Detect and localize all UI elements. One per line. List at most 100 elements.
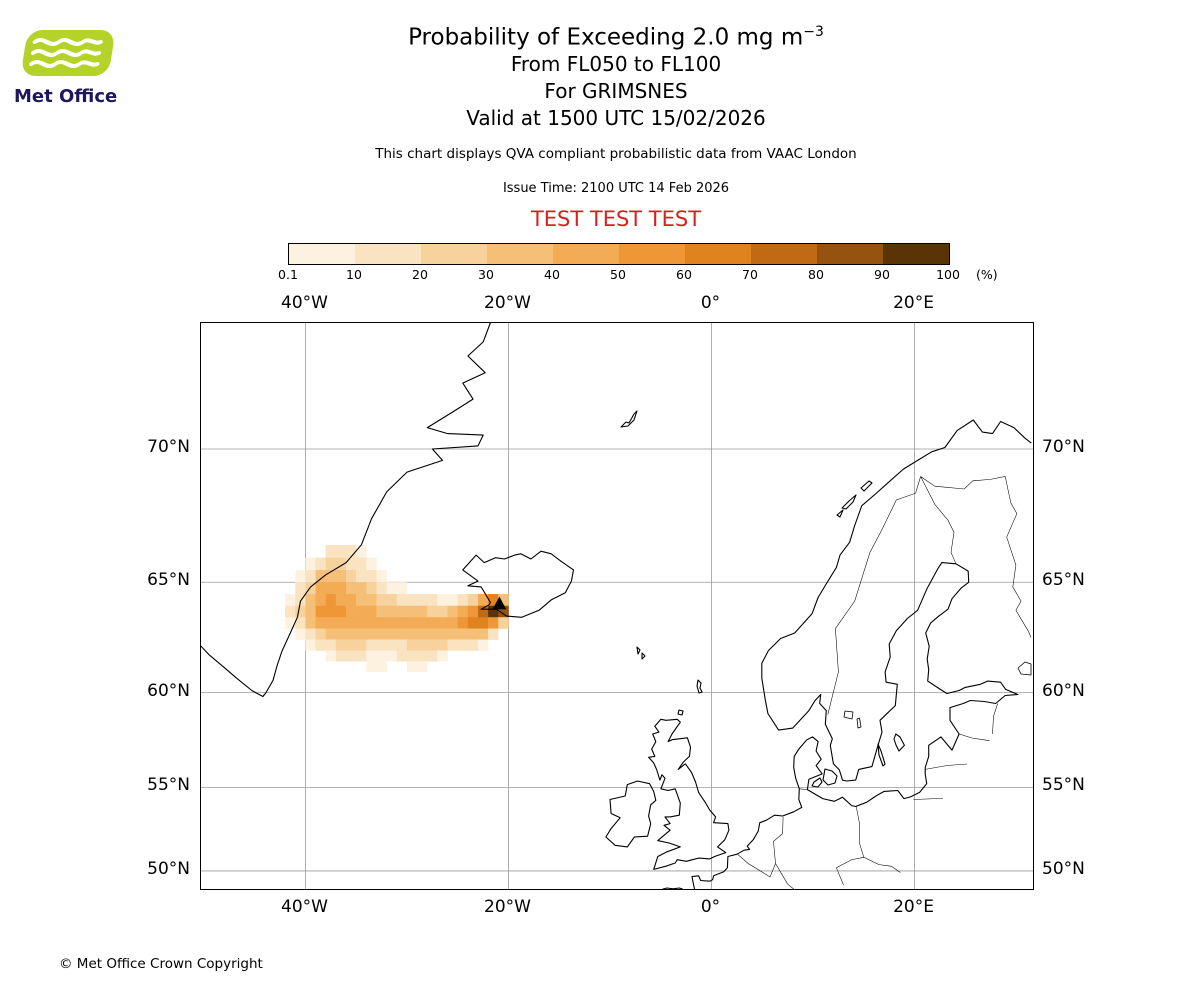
probability-cell xyxy=(315,569,326,583)
probability-cell xyxy=(345,639,357,651)
probability-cell xyxy=(376,650,387,662)
title-text: Probability of Exceeding 2.0 mg m xyxy=(408,24,804,51)
lat-tick-label-right: 55°N xyxy=(1042,775,1085,796)
probability-cell xyxy=(356,582,367,595)
probability-cell xyxy=(406,617,418,629)
probability-cell xyxy=(366,628,377,640)
probability-cell xyxy=(467,617,479,629)
country-borders xyxy=(737,476,1032,890)
probability-cell xyxy=(427,639,438,651)
probability-cell xyxy=(305,639,316,651)
probability-cell xyxy=(427,594,438,607)
probability-cell xyxy=(457,594,469,607)
colorbar-tick-labels: (%) 0.1 10 20 30 40 50 60 70 80 90 100 xyxy=(278,267,1028,285)
probability-cell xyxy=(366,639,377,651)
colorbar-segment xyxy=(883,244,949,264)
lat-tick-label-left: 65°N xyxy=(147,570,190,591)
issue-time: Issue Time: 2100 UTC 14 Feb 2026 xyxy=(502,180,730,196)
lat-tick-label-left: 70°N xyxy=(147,436,190,457)
probability-cell xyxy=(406,628,418,640)
probability-cell xyxy=(467,605,479,618)
probability-cell xyxy=(335,639,347,651)
ash-probability-plume xyxy=(285,545,509,673)
probability-cell xyxy=(366,617,377,629)
probability-cell xyxy=(467,594,479,607)
colorbar-segment xyxy=(355,244,421,264)
probability-cell xyxy=(477,617,489,629)
probability-cell xyxy=(335,628,347,640)
probability-cell xyxy=(345,650,357,662)
probability-cell xyxy=(417,594,428,607)
probability-cell xyxy=(335,545,347,558)
probability-cell xyxy=(335,582,347,595)
colorbar-segment xyxy=(685,244,751,264)
probability-cell xyxy=(447,594,458,607)
probability-cell xyxy=(406,639,418,651)
colorbar-segment xyxy=(817,244,883,264)
lon-tick-label-bottom: 20°W xyxy=(484,897,532,917)
probability-cell xyxy=(335,557,347,571)
probability-cell xyxy=(447,628,458,640)
probability-cell xyxy=(285,594,296,607)
probability-cell xyxy=(345,594,357,607)
probability-cell xyxy=(356,545,367,558)
colorbar-tick: 10 xyxy=(346,267,362,282)
probability-cell xyxy=(406,650,418,662)
probability-cell xyxy=(417,639,428,651)
probability-cell xyxy=(437,617,448,629)
probability-cell xyxy=(386,650,398,662)
probability-cell xyxy=(447,605,458,618)
lon-tick-label-top: 0° xyxy=(700,293,721,313)
colorbar-tick: 60 xyxy=(676,267,692,282)
probability-cell xyxy=(345,628,357,640)
lat-tick-label-right: 60°N xyxy=(1042,680,1085,701)
probability-cell xyxy=(376,594,387,607)
colorbar-segment xyxy=(751,244,817,264)
colorbar-segment xyxy=(619,244,685,264)
probability-cell xyxy=(345,605,357,618)
lon-tick-label-bottom: 40°W xyxy=(281,897,329,917)
colorbar-tick: 20 xyxy=(412,267,428,282)
probability-cell xyxy=(315,639,326,651)
probability-cell xyxy=(285,605,296,618)
probability-cell xyxy=(406,605,418,618)
coastline-great-britain xyxy=(648,718,730,870)
probability-cell xyxy=(376,582,387,595)
qva-note: This chart displays QVA compliant probab… xyxy=(375,145,857,162)
probability-colorbar xyxy=(288,243,950,265)
probability-cell xyxy=(325,628,337,640)
colorbar-segment xyxy=(421,244,487,264)
probability-cell xyxy=(386,582,398,595)
lon-tick-label-bottom: 20°E xyxy=(893,897,934,917)
title-exponent: −3 xyxy=(803,24,824,40)
probability-cell xyxy=(417,617,428,629)
subtitle-volcano: For GRIMSNES xyxy=(544,78,688,103)
probability-cell xyxy=(386,617,398,629)
test-banner: TEST TEST TEST xyxy=(530,206,702,231)
probability-cell xyxy=(325,582,337,595)
colorbar-tick: 0.1 xyxy=(278,267,298,282)
probability-cell xyxy=(477,628,489,640)
colorbar-tick: 80 xyxy=(808,267,824,282)
coastline-ireland xyxy=(605,780,657,848)
colorbar-tick: 70 xyxy=(742,267,758,282)
probability-cell xyxy=(457,605,469,618)
lon-tick-label-top: 20°E xyxy=(893,293,934,313)
probability-cell xyxy=(295,582,306,595)
probability-cell xyxy=(437,639,448,651)
probability-cell xyxy=(427,628,438,640)
probability-cell xyxy=(366,605,377,618)
probability-cell xyxy=(488,617,499,629)
probability-cell xyxy=(315,628,326,640)
probability-cell xyxy=(386,605,398,618)
probability-cell xyxy=(437,628,448,640)
colorbar-tick: 40 xyxy=(544,267,560,282)
probability-cell xyxy=(305,594,316,607)
probability-cell xyxy=(437,594,448,607)
colorbar-segment xyxy=(553,244,619,264)
probability-cell xyxy=(315,594,326,607)
colorbar-segment xyxy=(289,244,355,264)
lat-tick-label-left: 55°N xyxy=(147,775,190,796)
probability-cell xyxy=(447,639,458,651)
